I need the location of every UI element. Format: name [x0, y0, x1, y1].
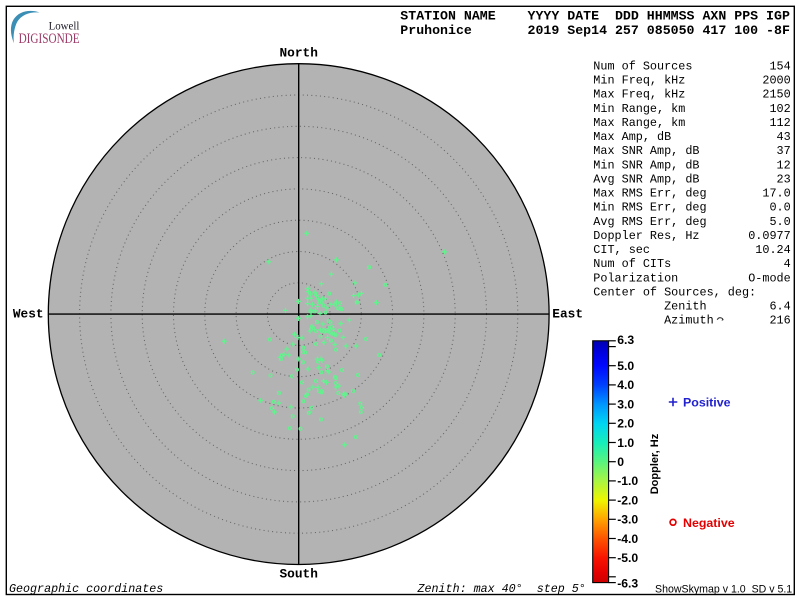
svg-text:216: 216 [769, 314, 790, 328]
svg-text:Min RMS Err, deg: Min RMS Err, deg [593, 201, 706, 215]
svg-text:2000: 2000 [762, 74, 790, 88]
svg-text:Max SNR Amp, dB: Max SNR Amp, dB [593, 144, 699, 158]
svg-text:4.0: 4.0 [617, 378, 634, 392]
svg-text:0.0977: 0.0977 [748, 229, 790, 243]
svg-text:Max RMS Err, deg: Max RMS Err, deg [593, 187, 706, 201]
svg-text:1.0: 1.0 [617, 436, 634, 450]
svg-text:102: 102 [769, 102, 790, 116]
svg-text:-5.0: -5.0 [617, 551, 638, 565]
svg-text:O-mode: O-mode [748, 271, 790, 285]
svg-text:0.0: 0.0 [769, 201, 790, 215]
svg-text:5.0: 5.0 [617, 359, 634, 373]
svg-text:-3.0: -3.0 [617, 513, 638, 527]
svg-text:Min Range, km: Min Range, km [593, 102, 685, 116]
svg-text:Avg SNR Amp, dB: Avg SNR Amp, dB [593, 173, 699, 187]
svg-text:154: 154 [769, 60, 790, 74]
svg-text:Num of CITs: Num of CITs [593, 257, 671, 271]
svg-text:37: 37 [777, 144, 791, 158]
svg-text:Geographic coordinates: Geographic coordinates [9, 582, 163, 596]
svg-text:2.0: 2.0 [617, 417, 634, 431]
svg-text:West: West [13, 307, 44, 322]
svg-text:23: 23 [777, 173, 791, 187]
svg-text:Pruhonice 2019 Sep14 257: Pruhonice 2019 Sep14 257 085050 417 100 … [400, 23, 790, 38]
svg-text:CIT, sec: CIT, sec [593, 243, 650, 257]
svg-text:2150: 2150 [762, 88, 790, 102]
svg-text:North: North [279, 46, 317, 61]
svg-text:Azimuth: Azimuth [593, 314, 713, 328]
svg-text:4: 4 [784, 257, 791, 271]
svg-text:10.24: 10.24 [755, 243, 790, 257]
svg-text:Max Freq, kHz: Max Freq, kHz [593, 88, 685, 102]
svg-text:112: 112 [769, 116, 790, 130]
svg-text:Zenith: Zenith [593, 300, 706, 314]
svg-text:6.4: 6.4 [769, 300, 790, 314]
svg-text:5.0: 5.0 [769, 215, 790, 229]
svg-text:Doppler, Hz: Doppler, Hz [649, 433, 661, 494]
svg-text:-4.0: -4.0 [617, 532, 638, 546]
svg-text:3.0: 3.0 [617, 397, 634, 411]
svg-text:-6.3: -6.3 [617, 576, 638, 590]
svg-text:Avg RMS Err, deg: Avg RMS Err, deg [593, 215, 706, 229]
svg-text:Positive: Positive [683, 395, 731, 409]
svg-text:12: 12 [777, 158, 791, 172]
svg-text:South: South [279, 567, 317, 582]
svg-text:Doppler Res, Hz: Doppler Res, Hz [593, 229, 699, 243]
svg-text:Center of Sources, deg:: Center of Sources, deg: [593, 285, 756, 299]
svg-text:ShowSkymap v 1.0 SD v 5.1: ShowSkymap v 1.0 SD v 5.1 [655, 584, 792, 596]
svg-text:East: East [552, 307, 583, 322]
svg-text:43: 43 [777, 130, 791, 144]
svg-text:STATION NAME YYYY DATE DDD: STATION NAME YYYY DATE DDD HHMMSS AXN PP… [400, 9, 790, 24]
svg-text:Zenith: max 40° step 5°: Zenith: max 40° step 5° [417, 582, 586, 596]
svg-text:0: 0 [617, 455, 624, 469]
svg-text:Max Range, km: Max Range, km [593, 116, 685, 130]
svg-text:Max Amp, dB: Max Amp, dB [593, 130, 671, 144]
svg-text:Polarization: Polarization [593, 271, 678, 285]
svg-text:-1.0: -1.0 [617, 474, 638, 488]
svg-text:-2.0: -2.0 [617, 493, 638, 507]
svg-text:Min Freq, kHz: Min Freq, kHz [593, 74, 685, 88]
svg-text:Lowell: Lowell [49, 19, 80, 33]
svg-text:Negative: Negative [683, 516, 735, 530]
svg-text:6.3: 6.3 [617, 333, 634, 347]
svg-text:DIGISONDE: DIGISONDE [19, 31, 80, 47]
svg-text:17.0: 17.0 [762, 187, 790, 201]
svg-text:Min SNR Amp, dB: Min SNR Amp, dB [593, 158, 699, 172]
svg-text:Num of Sources: Num of Sources [593, 60, 692, 74]
